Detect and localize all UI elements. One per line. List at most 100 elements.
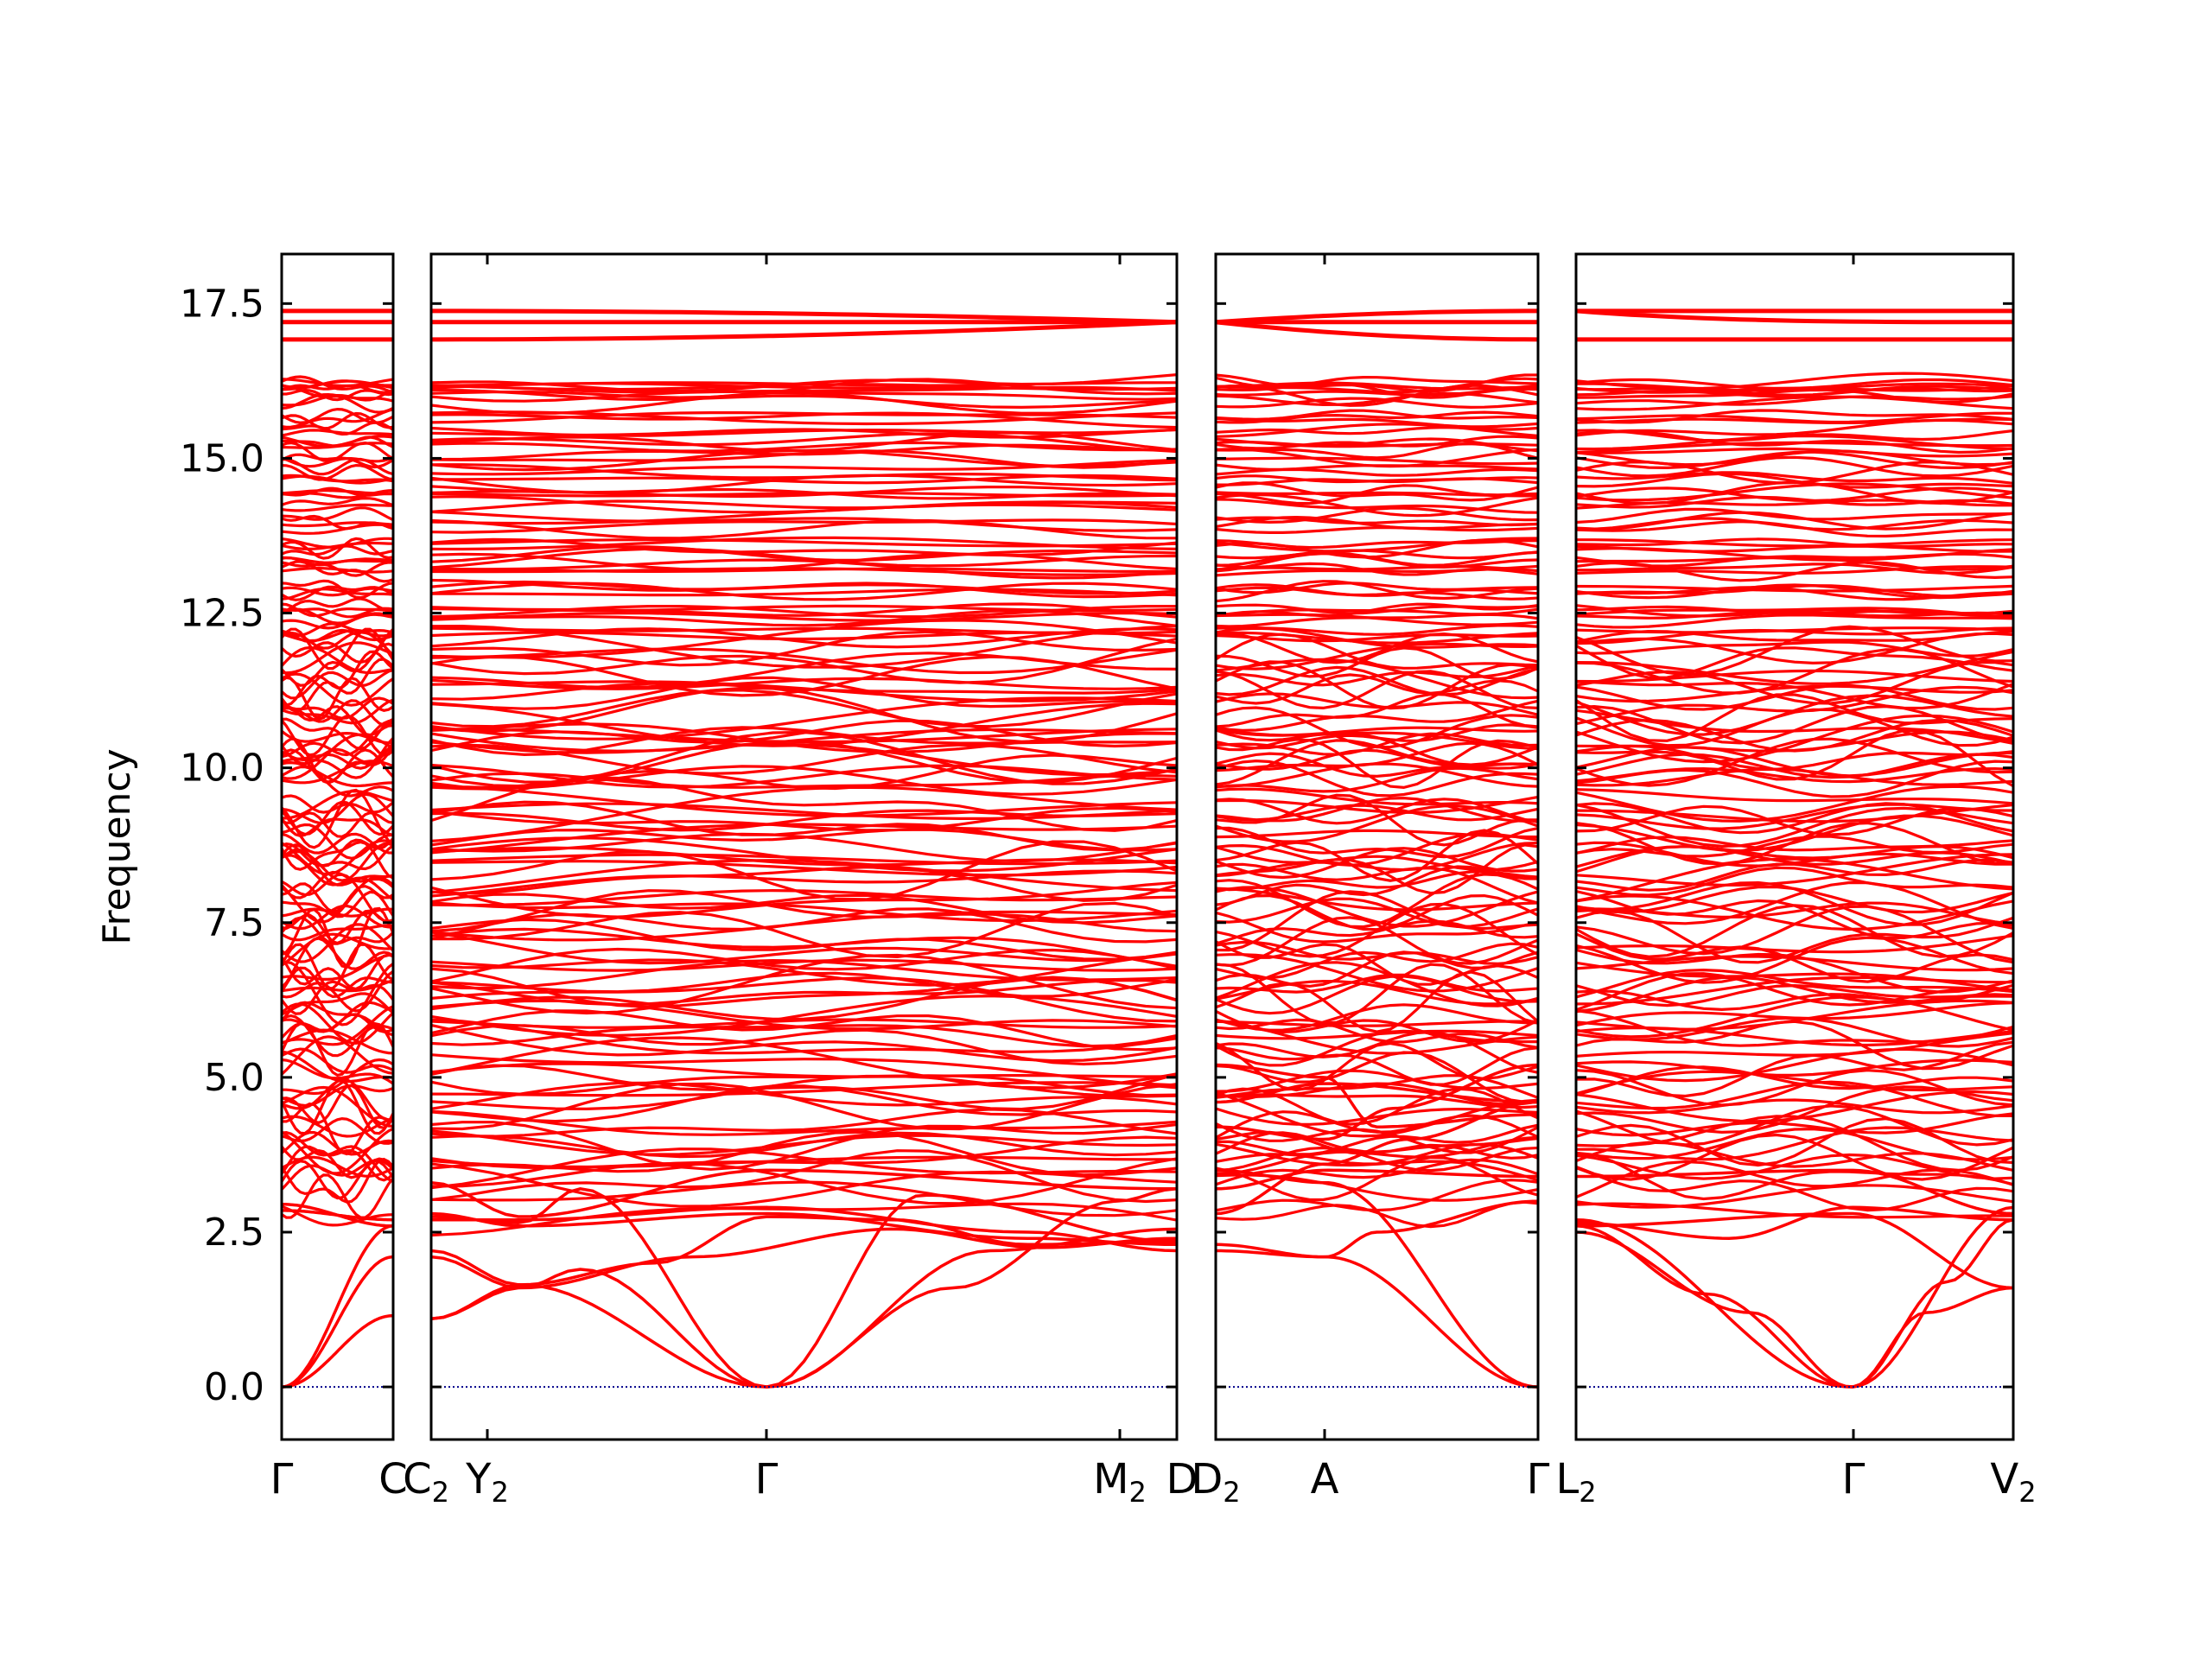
band-line [1576,804,2013,836]
band-line [431,647,1177,675]
y-axis-label: Frequency [95,748,139,944]
band-line [1216,723,1538,750]
band-line [431,431,1177,453]
band-line [431,978,1177,1007]
band-line [1576,693,2013,742]
band-line [431,602,1177,619]
band-line [1576,1153,2013,1180]
kpoint-label: Γ [1527,1455,1550,1503]
band-line [431,432,1177,454]
band-line [282,923,393,963]
acoustic-band-line [1216,1100,1538,1216]
band-line [1216,613,1538,626]
band-line [1216,646,1538,681]
band-line [1216,1122,1538,1154]
band-panel-1 [431,308,1177,1389]
acoustic-band-line [1576,1205,2013,1240]
y-tick-labels: 0.0 2.5 5.0 7.5 10.0 12.5 15.0 17.5 [180,282,264,1409]
kpoint-label: C [378,1455,408,1503]
band-line [282,579,393,600]
band-line [1576,471,2013,485]
band-line [1216,435,1538,450]
band-line [1576,495,2013,509]
kpoint-label: D2 [1191,1455,1240,1509]
band-line [1576,447,2013,458]
band-line [431,828,1177,852]
y-tick-label: 2.5 [204,1211,264,1255]
band-line [1216,1009,1538,1044]
band-line [1576,968,2013,999]
band-line [282,489,393,499]
band-line [282,388,393,402]
band-line [1576,714,2013,764]
panel-frame-2 [1214,252,1540,1441]
band-line [1576,563,2013,575]
acoustic-band-line [431,1211,1177,1247]
band-line [1216,940,1538,986]
band-line [1216,516,1538,527]
band-line [1216,692,1538,728]
band-line [1576,685,2013,726]
axis-ticks [280,254,2015,1440]
band-line [1216,942,1538,980]
acoustic-band-line [431,1187,1177,1389]
y-tick-label: 15.0 [180,436,264,480]
band-line [1576,932,2013,983]
band-line [431,538,1177,548]
band-line [282,375,393,395]
flat-band-line [431,308,1177,325]
band-line [1576,936,2013,984]
band-line [1216,631,1538,645]
band-line [282,800,393,836]
band-line [431,680,1177,702]
kpoint-label: Γ [270,1455,294,1503]
band-line [431,443,1177,461]
band-line [1216,975,1538,1015]
band-line [1576,885,2013,914]
band-line [431,558,1177,580]
band-line [1216,795,1538,815]
band-line [282,607,393,625]
band-line [282,561,393,577]
band-line [431,860,1177,877]
band-line [282,1127,393,1175]
band-line [431,495,1177,514]
band-line [1216,847,1538,880]
band-line [282,1058,393,1096]
band-line [431,1018,1177,1029]
band-line [1576,1112,2013,1137]
band-line [1216,673,1538,705]
band-line [431,1023,1177,1063]
band-line [1216,726,1538,737]
band-line [1576,788,2013,805]
band-line [431,474,1177,485]
band-line [1576,461,2013,485]
band-line [282,379,393,390]
band-line [431,1129,1177,1156]
band-line [282,966,393,999]
band-line [282,672,393,707]
band-line [1216,484,1538,505]
band-line [431,545,1177,563]
band-line [282,378,393,388]
band-line [282,1115,393,1138]
band-line [282,842,393,882]
band-panel-3 [1576,308,2013,1389]
band-line [1216,845,1538,872]
acoustic-band-line [282,1255,393,1389]
band-line [1576,584,2013,593]
band-line [431,728,1177,744]
band-line [1216,525,1538,534]
band-line [1576,1127,2013,1161]
band-line [431,1074,1177,1111]
band-line [282,904,393,931]
band-line [1216,426,1538,435]
kpoint-label: M2 [1093,1455,1147,1509]
band-line [1216,437,1538,448]
band-line [1216,766,1538,793]
panel-frame-3 [1574,252,2015,1441]
band-lines-layer [282,308,2013,1389]
band-line [282,441,393,463]
kpoint-label: Y2 [465,1455,509,1509]
band-line [1576,644,2013,679]
